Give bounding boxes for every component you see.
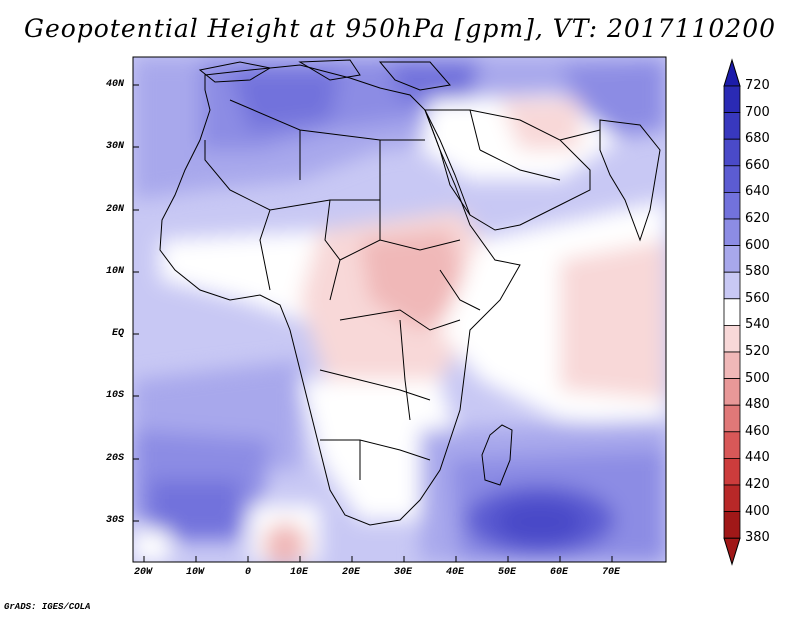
colorbar-label: 480 bbox=[745, 397, 770, 413]
lat-label-10s: 10S bbox=[106, 390, 125, 401]
colorbar bbox=[723, 58, 741, 566]
axis-ticks bbox=[133, 84, 613, 562]
lat-label-20s: 20S bbox=[106, 453, 125, 464]
lon-label-10e: 10E bbox=[290, 567, 309, 578]
lat-label-20n: 20N bbox=[106, 204, 125, 215]
colorbar-box bbox=[723, 378, 741, 406]
colorbar-label: 580 bbox=[745, 264, 770, 280]
lon-label-10w: 10W bbox=[186, 567, 205, 578]
colorbar-label: 640 bbox=[745, 184, 770, 200]
colorbar-label: 500 bbox=[745, 370, 770, 386]
lon-label-30e: 30E bbox=[394, 567, 413, 578]
colorbar-label: 420 bbox=[745, 477, 770, 492]
colorbar-box bbox=[723, 351, 741, 380]
colorbar-label: 400 bbox=[745, 503, 770, 519]
colorbar-box bbox=[723, 404, 741, 433]
colorbar-box bbox=[723, 431, 741, 459]
plot-frame bbox=[132, 56, 667, 563]
colorbar-label: 700 bbox=[745, 104, 770, 120]
lon-label-0: 0 bbox=[245, 567, 252, 578]
colorbar-label: 680 bbox=[745, 131, 770, 147]
colorbar-box bbox=[723, 112, 741, 140]
colorbar-label: 520 bbox=[745, 344, 770, 359]
lat-label-30s: 30S bbox=[106, 515, 125, 526]
lon-label-40e: 40E bbox=[446, 567, 465, 578]
colorbar-label: 380 bbox=[745, 530, 770, 546]
lat-label-10n: 10N bbox=[106, 266, 125, 277]
colorbar-top-arrow bbox=[723, 58, 741, 87]
lat-label-30n: 30N bbox=[106, 141, 125, 152]
colorbar-label: 560 bbox=[745, 290, 770, 306]
coastlines bbox=[159, 59, 661, 526]
colorbar-label: 660 bbox=[745, 157, 770, 173]
colorbar-box bbox=[723, 85, 741, 114]
colorbar-box bbox=[723, 298, 741, 326]
geopotential-field bbox=[133, 57, 666, 562]
colorbar-label: 540 bbox=[745, 317, 770, 333]
lon-label-20w: 20W bbox=[134, 567, 153, 578]
map-title: Geopotential Height at 950hPa [gpm], VT:… bbox=[23, 14, 777, 43]
lat-label-eq: EQ bbox=[112, 328, 125, 339]
colorbar-label: 720 bbox=[745, 78, 770, 93]
colorbar-box bbox=[723, 165, 741, 193]
colorbar-box bbox=[723, 138, 741, 167]
colorbar-label: 460 bbox=[745, 423, 770, 439]
colorbar-box bbox=[723, 271, 741, 300]
lon-label-50e: 50E bbox=[498, 567, 517, 578]
lon-label-20e: 20E bbox=[342, 567, 361, 578]
colorbar-box bbox=[723, 191, 741, 220]
colorbar-box bbox=[723, 457, 741, 486]
colorbar-box bbox=[723, 245, 741, 273]
lon-label-70e: 70E bbox=[602, 567, 621, 578]
colorbar-label: 440 bbox=[745, 450, 770, 466]
colorbar-box bbox=[723, 218, 741, 247]
colorbar-box bbox=[723, 324, 741, 353]
lon-label-60e: 60E bbox=[550, 567, 569, 578]
colorbar-box bbox=[723, 484, 741, 513]
colorbar-label: 620 bbox=[745, 211, 770, 226]
lat-label-40n: 40N bbox=[106, 79, 125, 90]
colorbar-bottom-arrow bbox=[723, 537, 741, 566]
colorbar-box bbox=[723, 511, 741, 539]
colorbar-label: 600 bbox=[745, 237, 770, 253]
grads-credit: GrADS: IGES/COLA bbox=[4, 602, 91, 612]
